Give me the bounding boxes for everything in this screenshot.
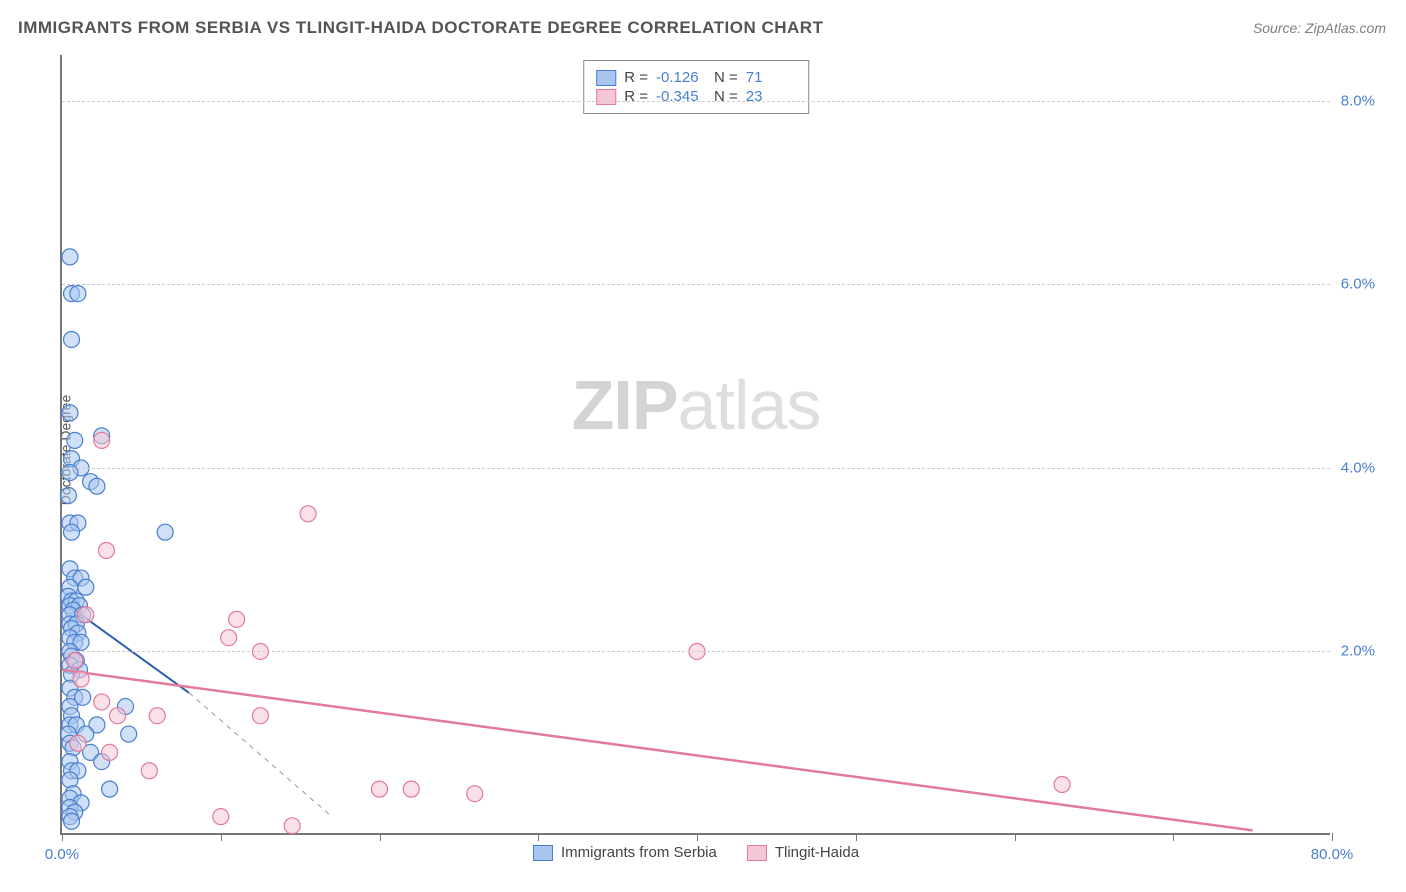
scatter-svg	[62, 55, 1332, 835]
scatter-point	[300, 506, 316, 522]
scatter-point	[110, 708, 126, 724]
legend-swatch	[596, 70, 616, 86]
stat-n-value: 23	[746, 88, 796, 105]
gridline	[62, 101, 1330, 102]
scatter-point	[78, 579, 94, 595]
scatter-point	[403, 781, 419, 797]
scatter-point	[141, 763, 157, 779]
y-tick-label: 4.0%	[1341, 459, 1375, 476]
scatter-point	[94, 432, 110, 448]
scatter-point	[70, 286, 86, 302]
regression-line	[62, 670, 1253, 831]
x-tick	[856, 833, 857, 841]
stat-row: R = -0.345 N = 23	[596, 88, 796, 105]
x-tick	[221, 833, 222, 841]
scatter-point	[62, 249, 78, 265]
scatter-point	[284, 818, 300, 834]
legend-item: Tlingit-Haida	[747, 844, 859, 861]
scatter-point	[62, 465, 78, 481]
scatter-point	[98, 543, 114, 559]
stat-r-value: -0.345	[656, 88, 706, 105]
x-tick	[62, 833, 63, 841]
scatter-point	[64, 331, 80, 347]
y-tick-label: 2.0%	[1341, 643, 1375, 660]
legend-swatch	[747, 845, 767, 861]
x-tick	[538, 833, 539, 841]
x-tick	[1173, 833, 1174, 841]
scatter-point	[64, 813, 80, 829]
scatter-point	[67, 432, 83, 448]
x-tick	[697, 833, 698, 841]
stat-n-value: 71	[746, 69, 796, 86]
x-tick	[1332, 833, 1333, 841]
scatter-point	[64, 524, 80, 540]
stat-row: R = -0.126 N = 71	[596, 69, 796, 86]
scatter-point	[121, 726, 137, 742]
scatter-point	[89, 478, 105, 494]
gridline	[62, 651, 1330, 652]
stat-r-value: -0.126	[656, 69, 706, 86]
legend-label: Immigrants from Serbia	[561, 844, 717, 861]
scatter-point	[78, 607, 94, 623]
scatter-point	[229, 611, 245, 627]
scatter-point	[62, 405, 78, 421]
scatter-point	[60, 487, 76, 503]
legend-swatch	[596, 89, 616, 105]
scatter-point	[149, 708, 165, 724]
source-attribution: Source: ZipAtlas.com	[1253, 20, 1386, 36]
scatter-point	[467, 786, 483, 802]
legend-label: Tlingit-Haida	[775, 844, 859, 861]
scatter-point	[102, 744, 118, 760]
legend-item: Immigrants from Serbia	[533, 844, 717, 861]
scatter-point	[102, 781, 118, 797]
gridline	[62, 284, 1330, 285]
chart-container: Doctorate Degree ZIPatlas R =-0.126N =71…	[50, 55, 1375, 845]
stat-r-label: R =	[624, 69, 648, 86]
legend-swatch	[533, 845, 553, 861]
y-tick-label: 6.0%	[1341, 276, 1375, 293]
chart-title: IMMIGRANTS FROM SERBIA VS TLINGIT-HAIDA …	[18, 18, 823, 38]
scatter-point	[1054, 777, 1070, 793]
scatter-point	[221, 630, 237, 646]
gridline	[62, 468, 1330, 469]
correlation-stats-box: R = -0.126 N = 71 R = -0.345 N = 23	[583, 60, 809, 114]
scatter-point	[67, 653, 83, 669]
scatter-point	[94, 694, 110, 710]
scatter-point	[213, 809, 229, 825]
stat-r-label: R =	[624, 88, 648, 105]
x-tick	[380, 833, 381, 841]
scatter-point	[252, 708, 268, 724]
y-tick-label: 8.0%	[1341, 92, 1375, 109]
x-tick-label-start: 0.0%	[45, 846, 79, 863]
scatter-point	[157, 524, 173, 540]
plot-area: ZIPatlas R =-0.126N =71R =-0.345N =23 Im…	[60, 55, 1330, 835]
stat-n-label: N =	[714, 69, 738, 86]
x-tick	[1015, 833, 1016, 841]
scatter-point	[372, 781, 388, 797]
x-tick-label-end: 80.0%	[1311, 846, 1354, 863]
scatter-point	[70, 735, 86, 751]
bottom-legend: Immigrants from Serbia Tlingit-Haida	[533, 844, 859, 861]
scatter-point	[73, 671, 89, 687]
stat-n-label: N =	[714, 88, 738, 105]
